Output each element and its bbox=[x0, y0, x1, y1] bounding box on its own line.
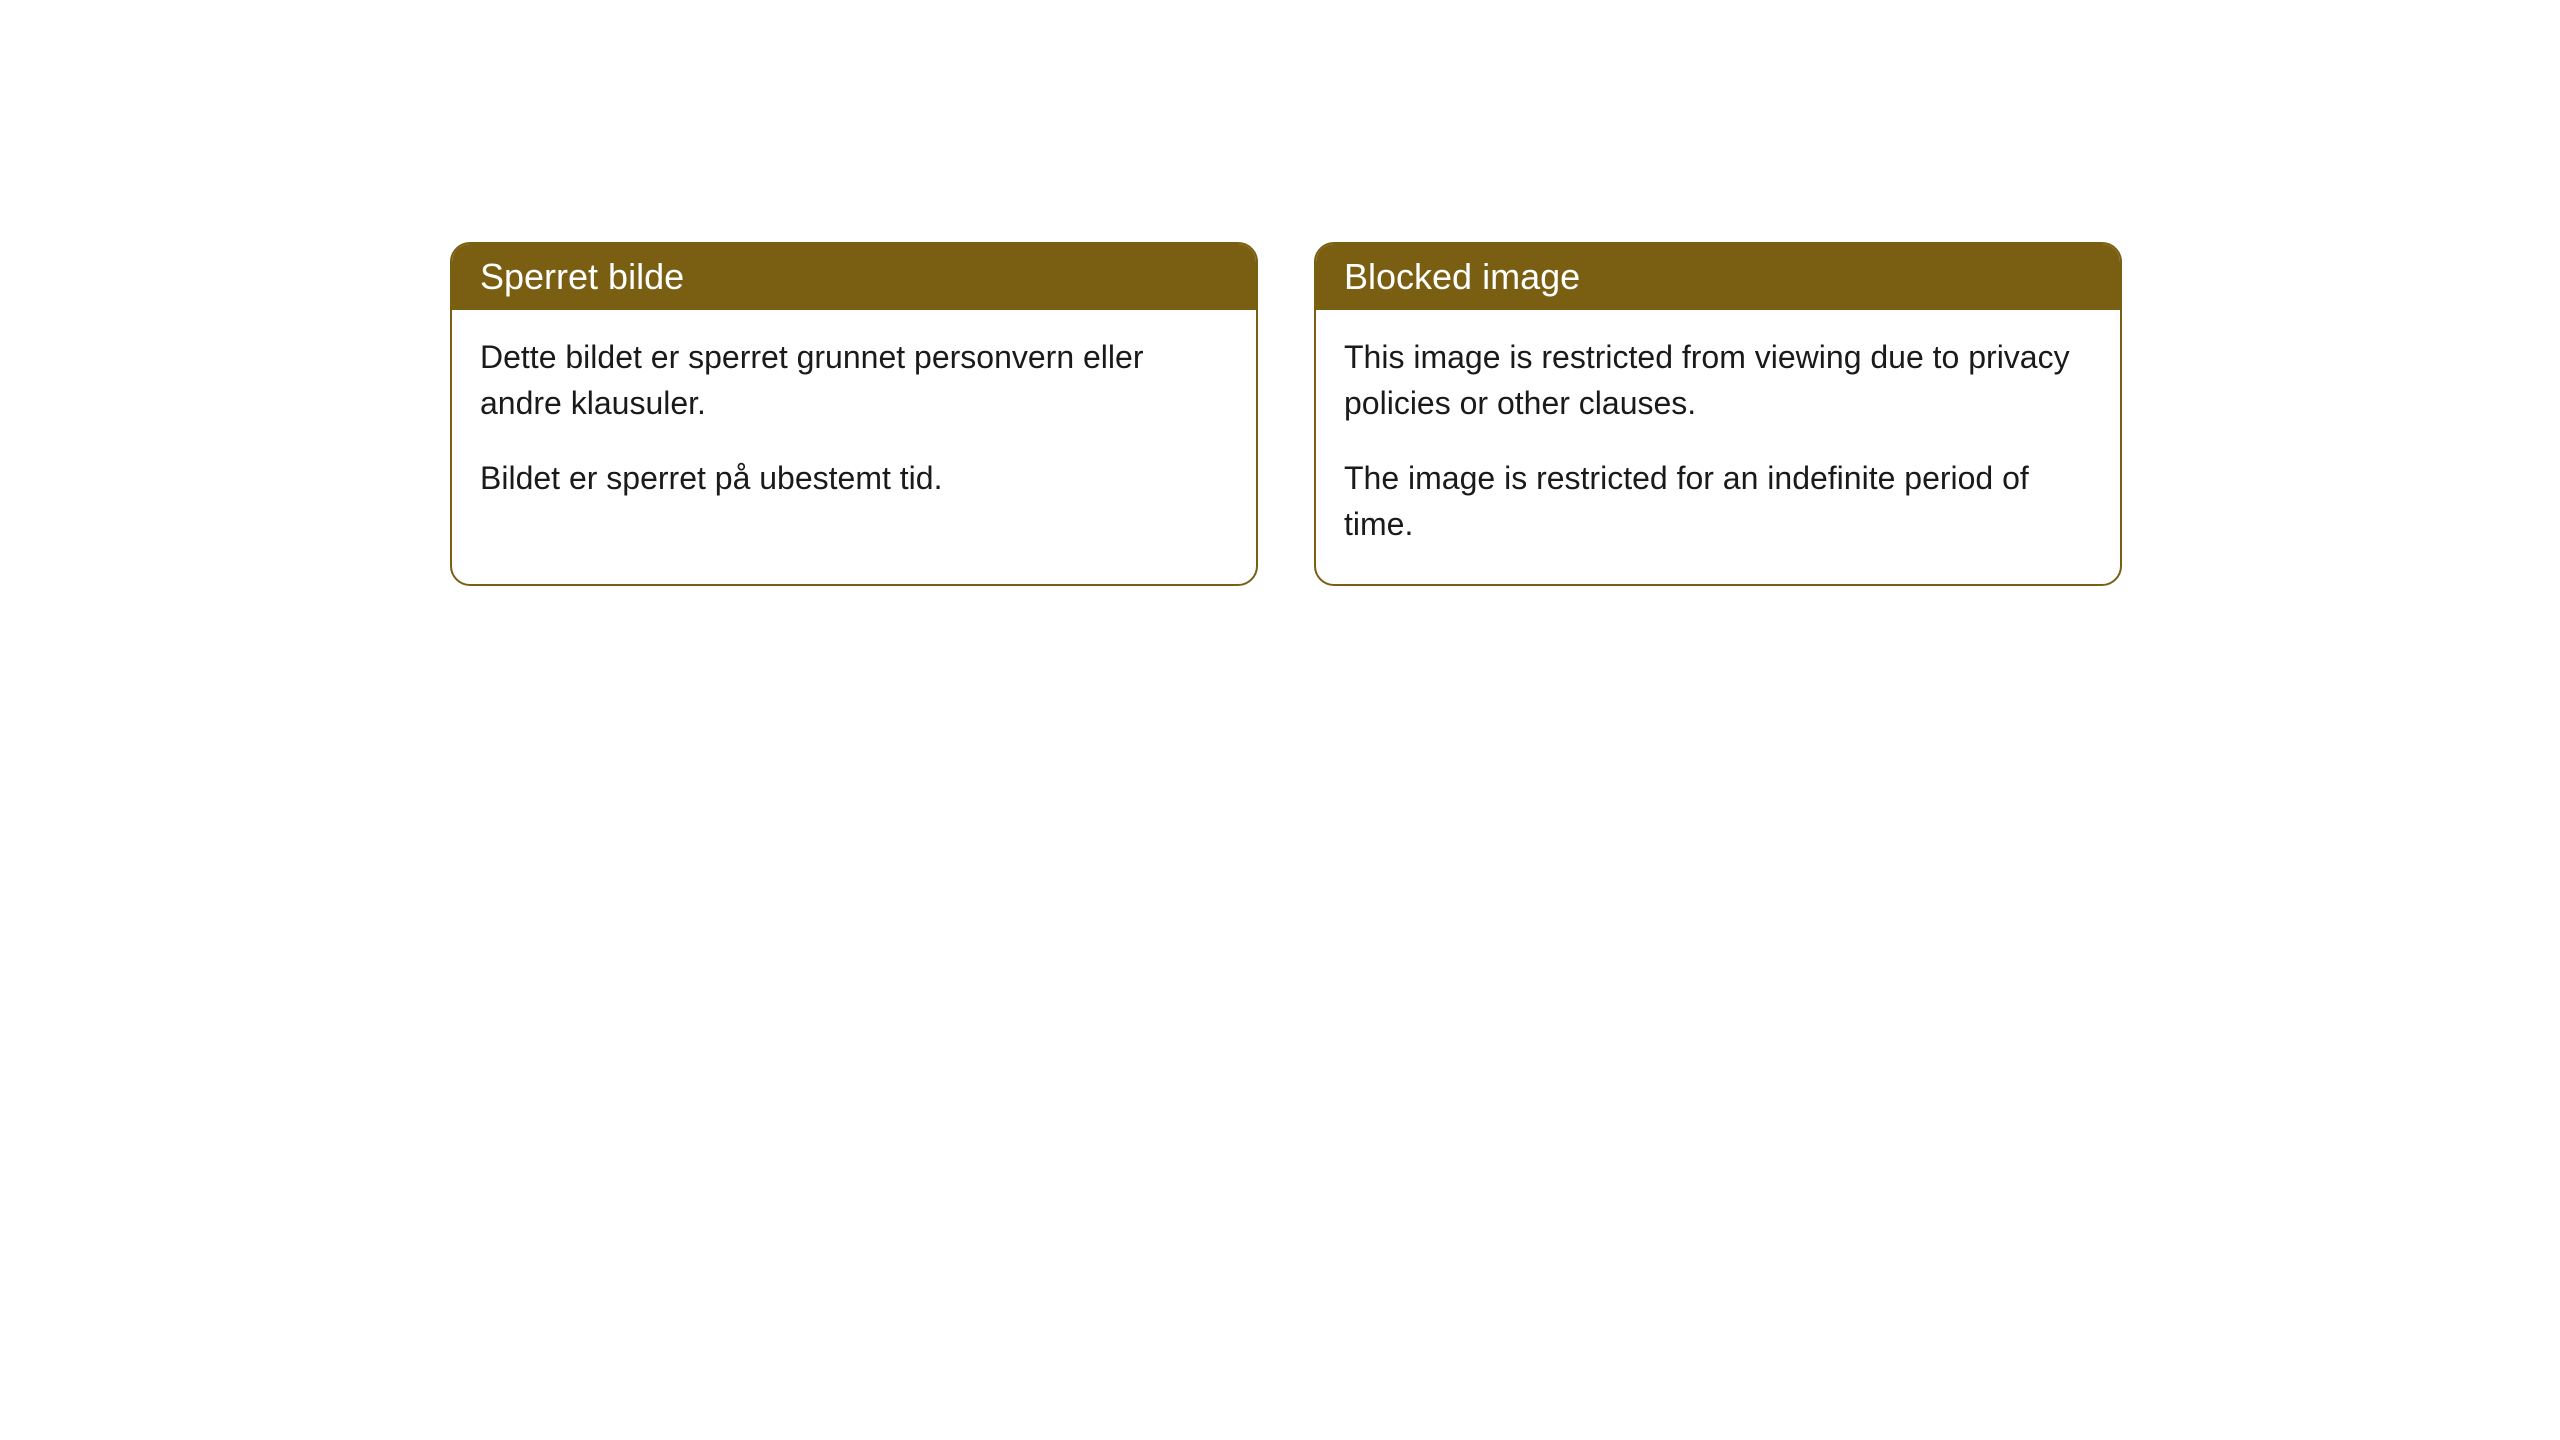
card-paragraph: The image is restricted for an indefinit… bbox=[1344, 455, 2092, 548]
card-header-english: Blocked image bbox=[1316, 244, 2120, 310]
card-body-norwegian: Dette bildet er sperret grunnet personve… bbox=[452, 310, 1256, 537]
card-title: Blocked image bbox=[1344, 256, 1580, 297]
card-paragraph: Bildet er sperret på ubestemt tid. bbox=[480, 455, 1228, 501]
blocked-image-card-english: Blocked image This image is restricted f… bbox=[1314, 242, 2122, 586]
blocked-image-card-norwegian: Sperret bilde Dette bildet er sperret gr… bbox=[450, 242, 1258, 586]
card-header-norwegian: Sperret bilde bbox=[452, 244, 1256, 310]
card-body-english: This image is restricted from viewing du… bbox=[1316, 310, 2120, 584]
card-paragraph: This image is restricted from viewing du… bbox=[1344, 334, 2092, 427]
card-title: Sperret bilde bbox=[480, 256, 684, 297]
notice-cards-container: Sperret bilde Dette bildet er sperret gr… bbox=[0, 0, 2560, 586]
card-paragraph: Dette bildet er sperret grunnet personve… bbox=[480, 334, 1228, 427]
